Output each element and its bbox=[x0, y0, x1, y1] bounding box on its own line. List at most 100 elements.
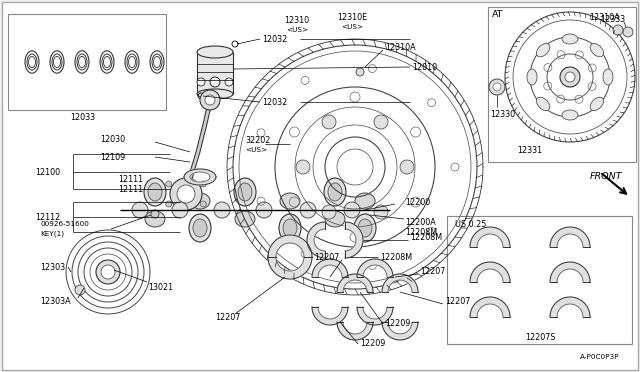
Text: KEY(1): KEY(1) bbox=[40, 231, 64, 237]
Circle shape bbox=[225, 78, 233, 86]
Circle shape bbox=[623, 27, 633, 37]
Circle shape bbox=[205, 95, 215, 105]
Text: 12209: 12209 bbox=[360, 340, 385, 349]
Text: 12207: 12207 bbox=[445, 298, 470, 307]
Text: 12207S: 12207S bbox=[525, 333, 556, 341]
Ellipse shape bbox=[536, 97, 550, 110]
Polygon shape bbox=[357, 259, 393, 277]
Polygon shape bbox=[337, 322, 373, 340]
Circle shape bbox=[400, 160, 414, 174]
Ellipse shape bbox=[234, 178, 256, 206]
Circle shape bbox=[296, 160, 310, 174]
Ellipse shape bbox=[354, 214, 376, 242]
Circle shape bbox=[170, 178, 202, 210]
Polygon shape bbox=[312, 307, 348, 325]
Text: 12303A: 12303A bbox=[40, 298, 70, 307]
Text: 12310A: 12310A bbox=[385, 42, 415, 51]
Circle shape bbox=[200, 181, 206, 187]
Circle shape bbox=[166, 181, 172, 187]
Circle shape bbox=[565, 72, 575, 82]
Bar bbox=[197, 52, 233, 94]
Circle shape bbox=[210, 77, 220, 87]
Ellipse shape bbox=[325, 211, 345, 227]
Polygon shape bbox=[184, 169, 216, 177]
Ellipse shape bbox=[148, 183, 162, 201]
Circle shape bbox=[214, 202, 230, 218]
Ellipse shape bbox=[144, 178, 166, 206]
Text: 12330: 12330 bbox=[490, 109, 515, 119]
Text: 12310E: 12310E bbox=[337, 13, 367, 22]
Polygon shape bbox=[268, 235, 312, 257]
Text: A-P0C0P3P: A-P0C0P3P bbox=[580, 354, 620, 360]
Polygon shape bbox=[550, 262, 590, 282]
Bar bbox=[488, 7, 636, 162]
Text: 12010: 12010 bbox=[412, 62, 437, 71]
Circle shape bbox=[300, 202, 316, 218]
Polygon shape bbox=[382, 274, 418, 292]
Polygon shape bbox=[550, 227, 590, 247]
Ellipse shape bbox=[189, 214, 211, 242]
Text: 00926-51600: 00926-51600 bbox=[40, 221, 89, 227]
Polygon shape bbox=[382, 322, 418, 340]
Text: AT: AT bbox=[492, 10, 504, 19]
Text: 12331: 12331 bbox=[517, 145, 543, 154]
Text: <US>: <US> bbox=[245, 147, 267, 153]
Circle shape bbox=[489, 79, 505, 95]
Text: 12032: 12032 bbox=[262, 35, 287, 44]
Ellipse shape bbox=[238, 183, 252, 201]
Circle shape bbox=[132, 202, 148, 218]
Text: 12032: 12032 bbox=[262, 97, 287, 106]
Circle shape bbox=[96, 260, 120, 284]
Ellipse shape bbox=[536, 44, 550, 57]
Circle shape bbox=[256, 202, 272, 218]
Ellipse shape bbox=[197, 89, 233, 99]
Circle shape bbox=[177, 185, 195, 203]
Circle shape bbox=[75, 285, 85, 295]
Circle shape bbox=[200, 90, 220, 110]
Circle shape bbox=[322, 205, 336, 219]
Polygon shape bbox=[337, 274, 373, 292]
Polygon shape bbox=[550, 297, 590, 317]
Ellipse shape bbox=[283, 219, 297, 237]
Ellipse shape bbox=[590, 44, 604, 57]
Circle shape bbox=[151, 210, 159, 218]
Text: 12310A: 12310A bbox=[589, 13, 620, 22]
Circle shape bbox=[166, 201, 172, 207]
Text: 12100: 12100 bbox=[35, 167, 60, 176]
Polygon shape bbox=[470, 227, 510, 247]
Circle shape bbox=[613, 25, 623, 35]
Ellipse shape bbox=[145, 211, 165, 227]
Circle shape bbox=[200, 201, 206, 207]
Circle shape bbox=[560, 67, 580, 87]
Polygon shape bbox=[307, 222, 325, 258]
Ellipse shape bbox=[358, 219, 372, 237]
Text: 12111: 12111 bbox=[118, 174, 143, 183]
Text: 12200: 12200 bbox=[405, 198, 430, 206]
Ellipse shape bbox=[235, 211, 255, 227]
Circle shape bbox=[197, 78, 205, 86]
Polygon shape bbox=[470, 297, 510, 317]
Circle shape bbox=[344, 202, 360, 218]
Circle shape bbox=[172, 202, 188, 218]
Text: 12207: 12207 bbox=[315, 253, 340, 262]
Circle shape bbox=[493, 83, 501, 91]
Text: 32202: 32202 bbox=[245, 135, 270, 144]
Ellipse shape bbox=[562, 110, 578, 120]
Text: 12310: 12310 bbox=[284, 16, 310, 25]
Ellipse shape bbox=[190, 193, 210, 209]
Text: 12208M: 12208M bbox=[405, 228, 437, 237]
Text: 12303: 12303 bbox=[40, 263, 65, 272]
Circle shape bbox=[374, 205, 388, 219]
Text: 12111: 12111 bbox=[118, 185, 143, 193]
Ellipse shape bbox=[355, 193, 375, 209]
Polygon shape bbox=[345, 222, 363, 258]
Ellipse shape bbox=[562, 34, 578, 44]
Text: 12333: 12333 bbox=[600, 15, 625, 23]
Text: US 0.25: US 0.25 bbox=[455, 219, 486, 228]
Circle shape bbox=[322, 115, 336, 129]
Bar bbox=[447, 216, 632, 344]
Text: 12109: 12109 bbox=[100, 153, 125, 161]
Bar bbox=[8, 14, 166, 110]
Ellipse shape bbox=[603, 69, 613, 85]
Text: 12200A: 12200A bbox=[405, 218, 436, 227]
